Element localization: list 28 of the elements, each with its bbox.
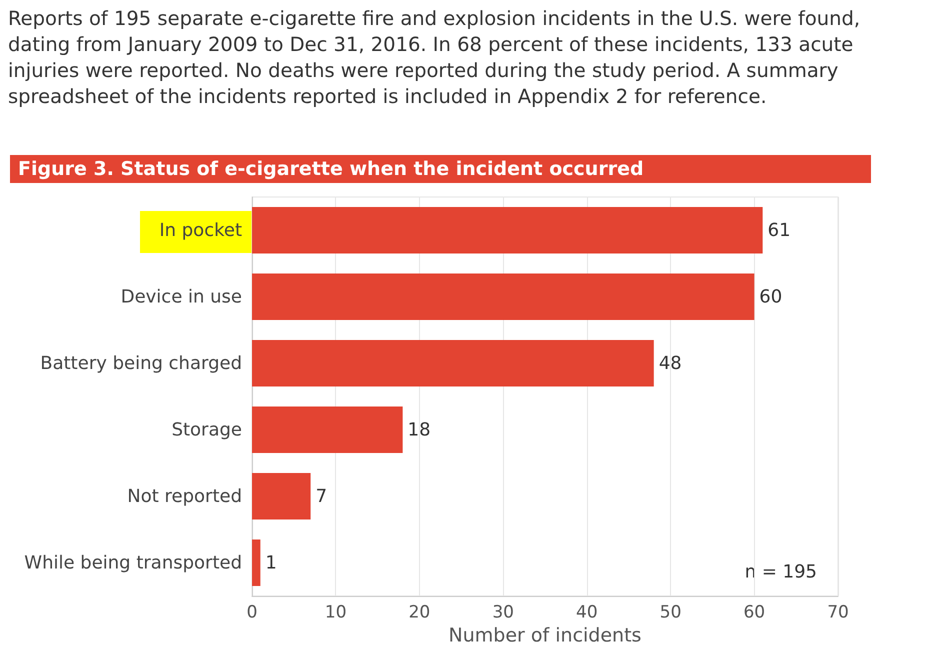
y-tick-label: While being transported: [24, 552, 242, 574]
x-tick-label: 40: [576, 602, 598, 622]
y-tick-label: Storage: [172, 419, 242, 440]
data-label: 1: [265, 552, 277, 574]
y-tick-label: In pocket: [159, 220, 242, 241]
data-label: 61: [768, 220, 791, 241]
bar: [252, 406, 403, 454]
text: Reports of 195 separate e-cigarette fire and explosion incidents in the U.S. were found, dating from January 2009 to Dec 31, 2016. In 68 percent of these incidents, 133 acute injuries were reported. No deaths were reported during the study period. A summary spreadsheet of the incidents reported is included in Appendix 2 for reference.: [8, 6, 862, 110]
bar: [252, 273, 754, 320]
bar: [252, 340, 654, 387]
data-label: 18: [408, 419, 431, 440]
x-axis-title: Number of incidents: [448, 624, 642, 646]
bar: [252, 539, 260, 586]
x-tick-label: 20: [408, 602, 430, 622]
y-tick-label: Not reported: [127, 486, 242, 507]
x-tick-label: 60: [743, 602, 766, 622]
data-label: 60: [759, 286, 782, 308]
chart-title: Figure 3. Status of e-cigarette when the incident occurred: [10, 155, 871, 183]
x-tick-label: 50: [660, 602, 682, 622]
bar: [252, 472, 311, 520]
y-tick-label: Device in use: [120, 286, 242, 308]
x-tick-label: 10: [324, 602, 347, 622]
x-tick-label: 70: [827, 602, 849, 622]
data-label: 48: [658, 352, 682, 374]
x-tick-label: 0: [246, 602, 258, 622]
data-label: 7: [316, 486, 328, 507]
x-tick-label: 30: [492, 602, 514, 622]
y-tick-label: Battery being charged: [40, 352, 242, 374]
